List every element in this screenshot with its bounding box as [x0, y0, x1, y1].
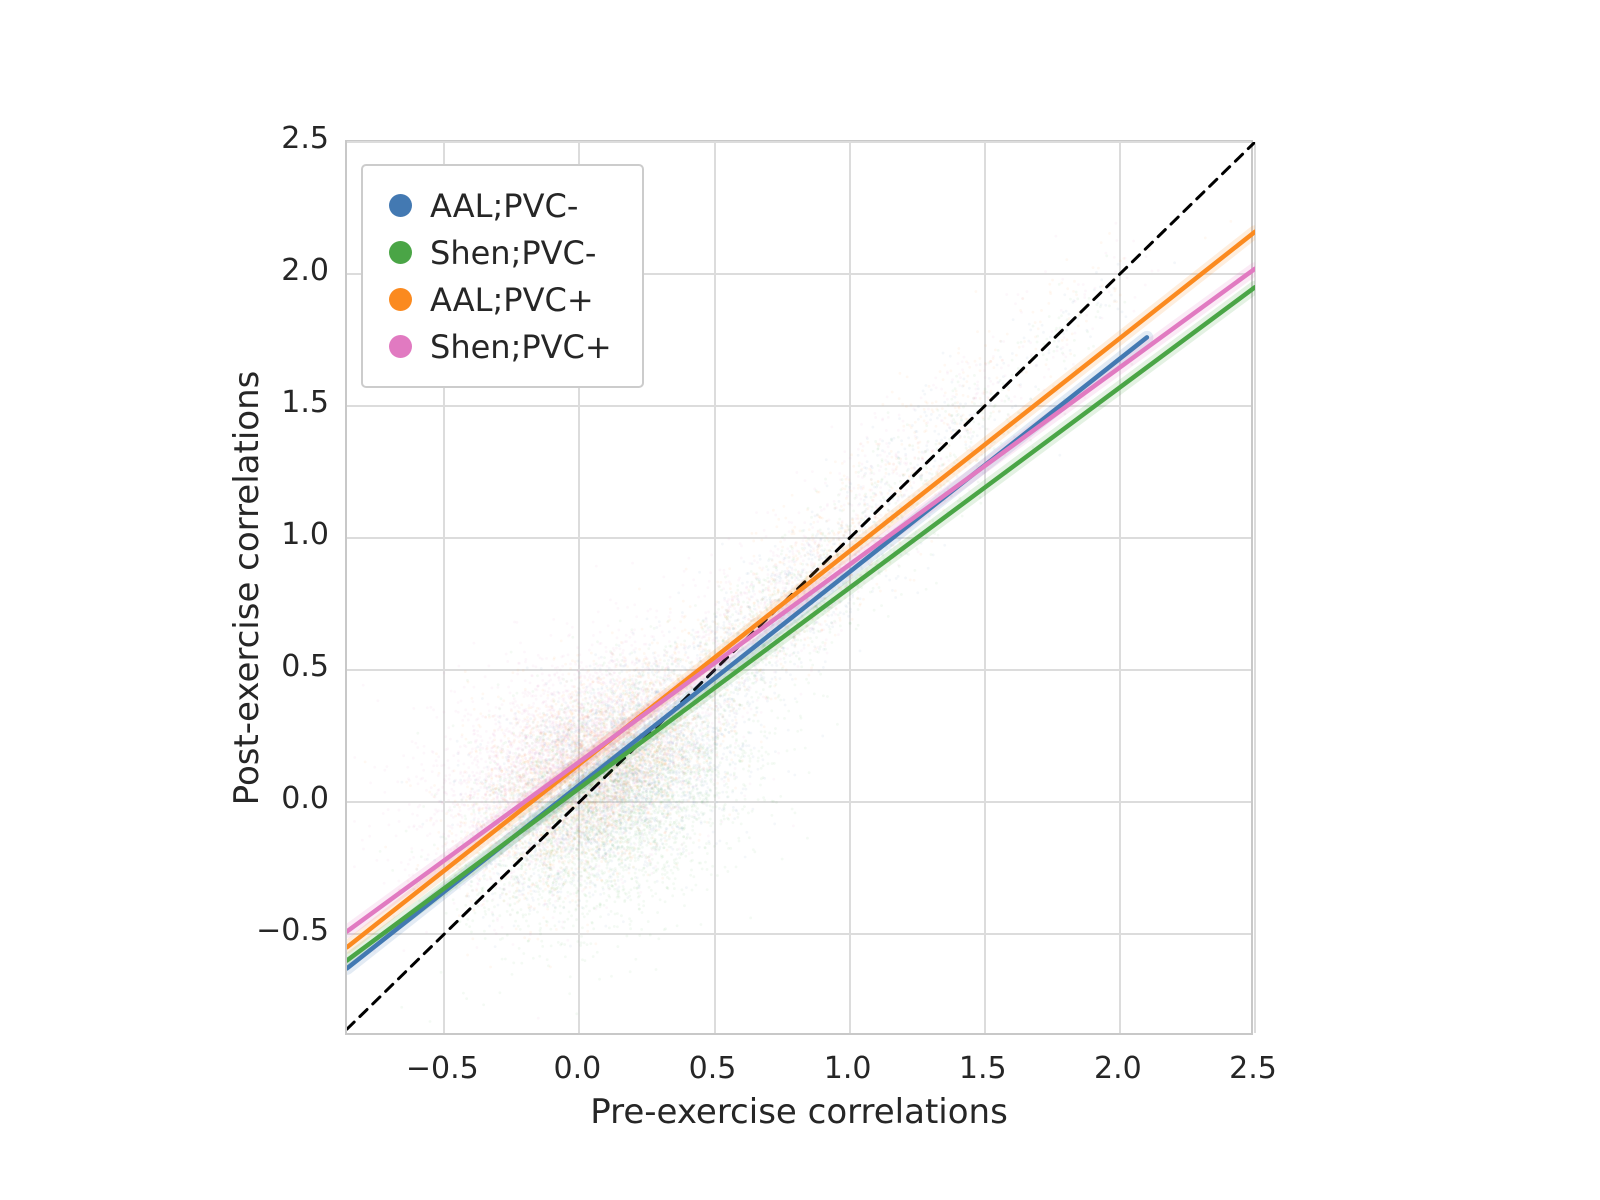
legend-item: AAL;PVC+: [389, 276, 612, 323]
y-tick-label: 0.5: [281, 649, 329, 685]
legend-label: AAL;PVC-: [430, 186, 579, 225]
x-tick-label: −0.5: [405, 1051, 479, 1086]
y-axis-label: Post-exercise correlations: [227, 370, 267, 806]
legend-marker-icon: [389, 335, 412, 358]
x-tick-label: 2.0: [1094, 1051, 1142, 1086]
y-tick-label: 1.5: [281, 385, 329, 420]
y-tick-label: 1.0: [281, 517, 329, 553]
x-tick-label: 2.5: [1229, 1051, 1277, 1086]
legend-label: Shen;PVC-: [430, 233, 597, 272]
y-tick-label: 2.0: [281, 253, 329, 288]
plot-area: AAL;PVC- Shen;PVC- AAL;PVC+ Shen;PVC+: [345, 140, 1256, 1037]
regression-line: [347, 229, 1255, 950]
x-tick-label: 0.5: [688, 1051, 737, 1086]
y-tick-label: −0.5: [256, 913, 329, 949]
regression-line: [347, 284, 1255, 963]
legend: AAL;PVC- Shen;PVC- AAL;PVC+ Shen;PVC+: [361, 164, 644, 388]
legend-label: AAL;PVC+: [430, 280, 594, 319]
x-tick-label: 1.5: [958, 1051, 1007, 1086]
legend-marker-icon: [389, 288, 412, 311]
identity-line: [347, 142, 1255, 1031]
legend-item: Shen;PVC-: [389, 229, 612, 276]
regression-line: [347, 266, 1255, 934]
legend-item: AAL;PVC-: [389, 182, 612, 229]
legend-item: Shen;PVC+: [389, 323, 612, 370]
x-tick-label: 0.0: [553, 1051, 602, 1086]
x-tick-label: 1.0: [823, 1051, 872, 1086]
x-axis-label: Pre-exercise correlations: [590, 1092, 1008, 1132]
y-tick-label: 0.0: [281, 781, 329, 817]
legend-marker-icon: [389, 194, 412, 217]
regression-lines-layer: [347, 142, 1255, 1031]
y-tick-label: 2.5: [281, 121, 329, 156]
gridline-vertical: [1254, 142, 1256, 1033]
legend-marker-icon: [389, 241, 412, 264]
legend-label: Shen;PVC+: [430, 327, 612, 366]
